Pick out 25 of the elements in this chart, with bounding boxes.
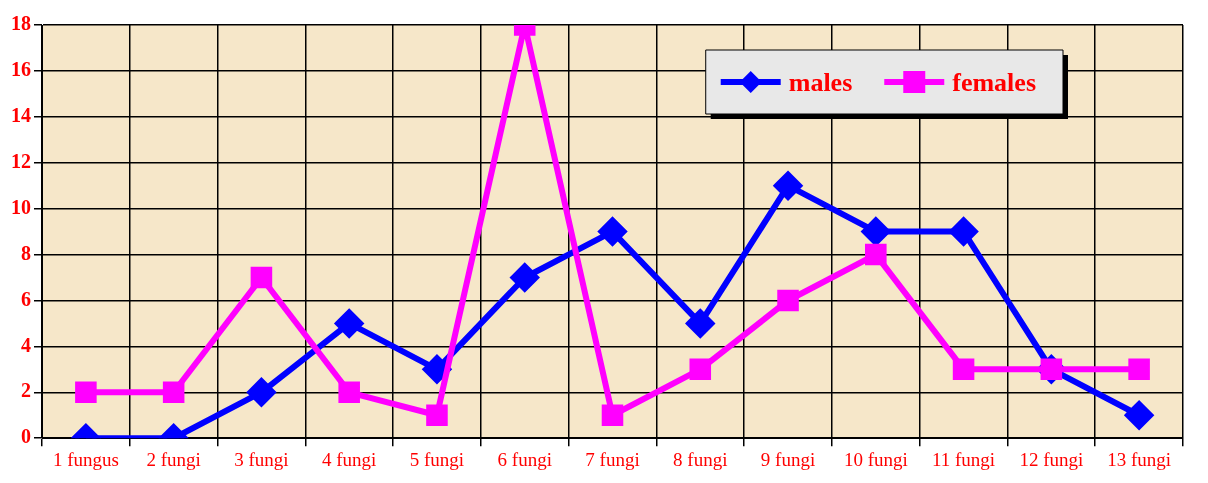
y-tick-label: 0 <box>21 425 31 448</box>
y-tick-label: 8 <box>21 241 31 264</box>
y-tick-label: 10 <box>11 195 31 218</box>
x-tick-label: 9 fungi <box>760 448 816 470</box>
x-tick-label: 7 fungi <box>585 448 640 470</box>
x-tick-label: 8 fungi <box>673 448 728 470</box>
y-tick-label: 2 <box>21 379 31 402</box>
x-tick-label: 10 fungi <box>843 448 908 470</box>
legend-label: males <box>788 67 853 97</box>
x-tick-label: 11 fungi <box>932 448 996 470</box>
x-tick-label: 6 fungi <box>497 448 552 470</box>
y-tick-label: 4 <box>21 333 31 356</box>
x-tick-label: 12 fungi <box>1019 448 1084 470</box>
x-tick-label: 1 fungus <box>52 448 119 470</box>
y-tick-label: 14 <box>11 103 31 126</box>
x-tick-label: 3 fungi <box>234 448 289 470</box>
x-tick-label: 5 fungi <box>409 448 465 470</box>
x-tick-label: 13 fungi <box>1107 448 1172 470</box>
y-tick-label: 6 <box>21 287 31 310</box>
y-tick-label: 12 <box>11 149 31 172</box>
y-tick-label: 18 <box>11 12 31 35</box>
y-tick-label: 16 <box>11 58 31 81</box>
legend-label: females <box>952 67 1037 97</box>
x-tick-label: 4 fungi <box>322 448 377 470</box>
x-tick-label: 2 fungi <box>146 448 201 470</box>
